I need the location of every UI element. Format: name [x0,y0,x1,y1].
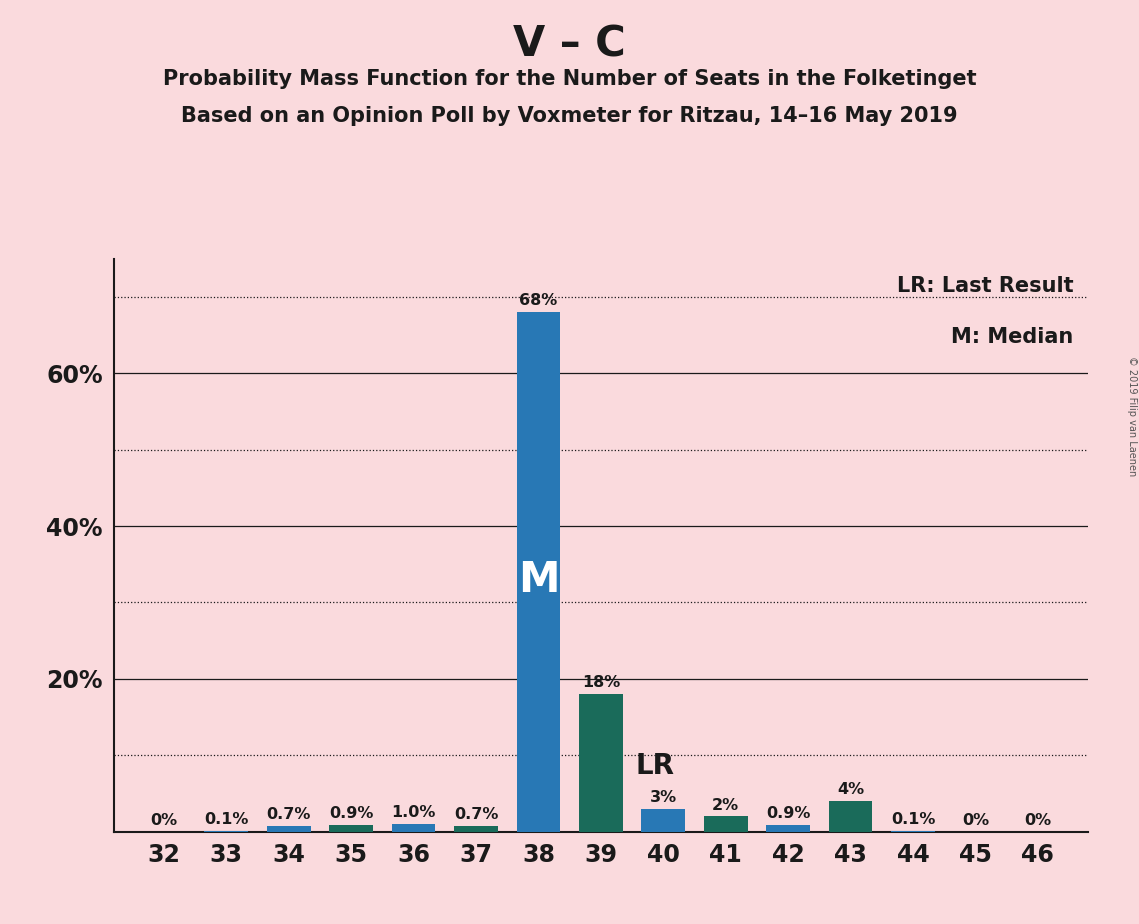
Text: 4%: 4% [837,783,865,797]
Text: 0.9%: 0.9% [329,806,374,821]
Text: 0%: 0% [1024,813,1051,828]
Bar [329,825,372,832]
Text: 3%: 3% [649,790,677,805]
Text: M: Median: M: Median [951,327,1073,347]
Bar [517,312,560,832]
Text: Based on an Opinion Poll by Voxmeter for Ritzau, 14–16 May 2019: Based on an Opinion Poll by Voxmeter for… [181,106,958,127]
Text: 0.7%: 0.7% [453,808,498,822]
Bar [829,801,872,832]
Bar [454,826,498,832]
Bar [704,816,747,832]
Text: 0.7%: 0.7% [267,808,311,822]
Text: 18%: 18% [582,675,620,690]
Bar [267,826,311,832]
Text: LR: LR [636,751,674,780]
Text: 0.9%: 0.9% [765,806,810,821]
Text: 0%: 0% [961,813,989,828]
Bar [392,824,435,832]
Text: 0%: 0% [150,813,178,828]
Text: 1.0%: 1.0% [392,805,436,821]
Text: V – C: V – C [514,23,625,65]
Text: 68%: 68% [519,293,557,309]
Bar [579,694,623,832]
Text: 0.1%: 0.1% [204,812,248,827]
Text: M: M [517,558,559,601]
Text: 2%: 2% [712,797,739,812]
Text: © 2019 Filip van Laenen: © 2019 Filip van Laenen [1126,356,1137,476]
Bar [641,808,685,832]
Bar [767,825,810,832]
Text: 0.1%: 0.1% [891,812,935,827]
Text: LR: Last Result: LR: Last Result [896,276,1073,296]
Text: Probability Mass Function for the Number of Seats in the Folketinget: Probability Mass Function for the Number… [163,69,976,90]
